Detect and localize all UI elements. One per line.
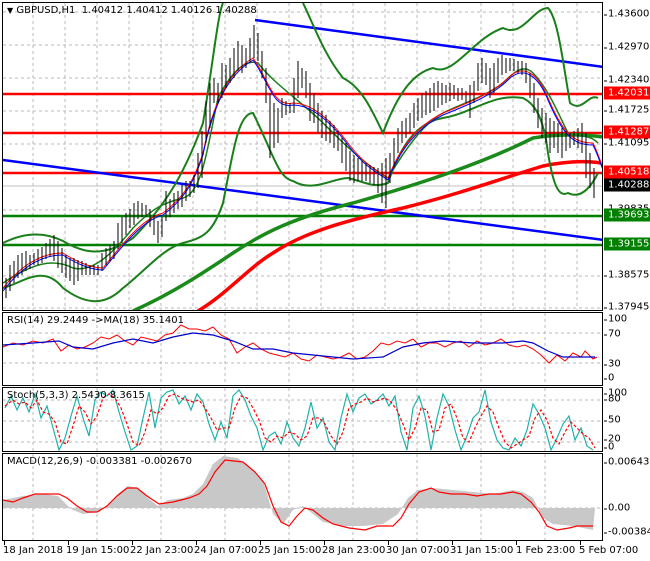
rsi-tick: 0 bbox=[603, 372, 615, 384]
time-label: 22 Jan 23:00 bbox=[130, 545, 194, 556]
time-tick-mark bbox=[260, 541, 261, 545]
stochastic-axis: 100 80 50 20 0 bbox=[603, 387, 650, 453]
price-axis[interactable]: 1.43600 1.42970 1.42340 1.41725 1.41095 … bbox=[603, 0, 650, 313]
macd-title: MACD(12,26,9) -0.003381 -0.002670 bbox=[7, 456, 192, 467]
time-axis[interactable]: 18 Jan 2018 19 Jan 15:00 22 Jan 23:00 24… bbox=[2, 540, 638, 561]
rsi-panel[interactable]: RSI(14) 29.2449 ->MA(18) 35.1401 bbox=[2, 312, 603, 386]
time-tick-mark bbox=[132, 541, 133, 545]
rsi-tick: 70 bbox=[604, 328, 621, 340]
stoch-tick: 0 bbox=[603, 441, 615, 453]
price-tick: 1.41095 bbox=[603, 137, 650, 149]
price-bars bbox=[5, 25, 595, 298]
time-tick-mark bbox=[68, 541, 69, 545]
price-tick: 1.38575 bbox=[603, 269, 650, 281]
symbol-menu-icon[interactable]: ▼ bbox=[7, 6, 14, 15]
stoch-tick: 100 bbox=[603, 387, 628, 399]
time-tick-mark bbox=[388, 541, 389, 545]
upper-trendline bbox=[254, 18, 602, 68]
time-tick-mark bbox=[4, 541, 5, 545]
price-tick: 1.41725 bbox=[603, 104, 650, 116]
stochastic-panel[interactable]: Stoch(5,3,3) 2.5430 8.3615 bbox=[2, 387, 603, 452]
macd-canvas bbox=[3, 454, 602, 540]
ma-200-green bbox=[132, 133, 602, 310]
price-tick: 1.37945 bbox=[603, 301, 650, 313]
stoch-tick: 50 bbox=[604, 414, 621, 426]
macd-panel[interactable]: MACD(12,26,9) -0.003381 -0.002670 bbox=[2, 453, 603, 541]
bollinger-upper bbox=[3, 3, 599, 253]
time-label: 18 Jan 2018 bbox=[3, 545, 63, 556]
time-label: 31 Jan 15:00 bbox=[450, 545, 514, 556]
rsi-axis: 100 70 30 0 bbox=[603, 312, 650, 386]
price-tick: 1.42970 bbox=[603, 41, 650, 53]
price-chart-canvas bbox=[3, 3, 602, 310]
time-label: 25 Jan 15:00 bbox=[258, 545, 322, 556]
time-label: 30 Jan 07:00 bbox=[386, 545, 450, 556]
symbol-timeframe: GBPUSD,H1 bbox=[16, 5, 76, 16]
stoch-k-line bbox=[4, 388, 594, 451]
level-badge-resistance-2: 1.41287 bbox=[604, 125, 650, 139]
stoch-tick: 20 bbox=[604, 433, 621, 445]
time-label: 28 Jan 23:00 bbox=[322, 545, 386, 556]
price-tick: 1.43600 bbox=[603, 8, 650, 20]
level-badge-resistance-3: 1.40518 bbox=[604, 165, 650, 179]
chart-header: ▼ GBPUSD,H1 1.40412 1.40412 1.40126 1.40… bbox=[7, 5, 257, 16]
rsi-tick: 30 bbox=[604, 358, 621, 370]
time-tick-mark bbox=[324, 541, 325, 545]
time-tick-mark bbox=[452, 541, 453, 545]
level-badge-resistance-1: 1.42031 bbox=[604, 86, 650, 100]
stochastic-title: Stoch(5,3,3) 2.5430 8.3615 bbox=[7, 390, 145, 401]
high-price: 1.40412 bbox=[126, 5, 168, 16]
level-badge-support-2: 1.39155 bbox=[604, 237, 650, 251]
stoch-tick: 80 bbox=[604, 393, 621, 405]
stoch-d-line bbox=[4, 393, 596, 449]
current-price-badge: 1.40288 bbox=[604, 178, 650, 192]
fast-ma-blue bbox=[3, 59, 602, 292]
time-label: 24 Jan 07:00 bbox=[194, 545, 258, 556]
close-price: 1.40288 bbox=[215, 5, 257, 16]
time-label: 1 Feb 23:00 bbox=[516, 545, 576, 556]
open-price: 1.40412 bbox=[81, 5, 124, 16]
level-badge-support-1: 1.39693 bbox=[604, 208, 650, 222]
fast-ma-red bbox=[3, 57, 602, 289]
time-tick-mark bbox=[516, 541, 517, 545]
time-tick-mark bbox=[196, 541, 197, 545]
macd-signal-line bbox=[3, 459, 593, 531]
price-tick: 1.42340 bbox=[603, 74, 650, 86]
time-label: 19 Jan 15:00 bbox=[66, 545, 130, 556]
time-label: 5 Feb 07:00 bbox=[579, 545, 639, 556]
ma-200-red bbox=[197, 160, 602, 310]
macd-tick: 0.006436 bbox=[604, 457, 650, 468]
macd-axis: 0.006436 0.00 -0.003848 bbox=[603, 453, 650, 541]
rsi-tick: 100 bbox=[603, 313, 628, 325]
rsi-ma-line bbox=[3, 332, 595, 360]
bollinger-middle bbox=[3, 61, 599, 284]
rsi-title: RSI(14) 29.2449 ->MA(18) 35.1401 bbox=[7, 315, 184, 326]
main-price-chart[interactable]: ▼ GBPUSD,H1 1.40412 1.40412 1.40126 1.40… bbox=[2, 2, 603, 311]
lower-trendline bbox=[3, 158, 602, 241]
macd-tick: 0.00 bbox=[603, 502, 631, 514]
time-tick-mark bbox=[580, 541, 581, 545]
macd-tick: -0.003848 bbox=[603, 527, 650, 538]
low-price: 1.40126 bbox=[170, 5, 213, 16]
grid bbox=[3, 3, 602, 310]
rsi-line bbox=[3, 324, 598, 364]
stochastic-canvas bbox=[3, 388, 602, 451]
rsi-canvas bbox=[3, 313, 602, 385]
